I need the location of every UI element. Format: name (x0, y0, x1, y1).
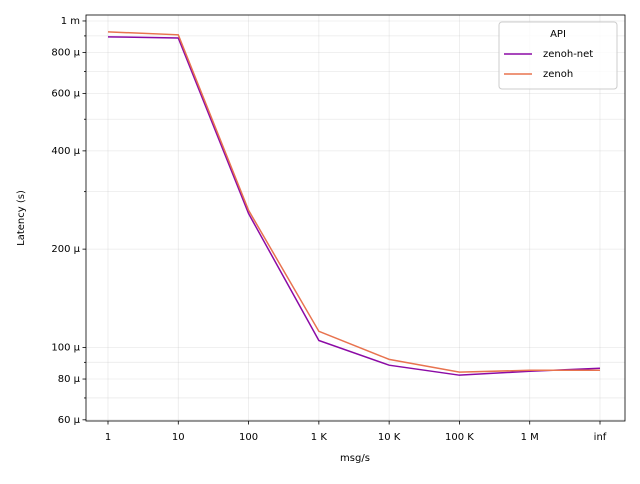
legend-box (498, 21, 618, 90)
y-axis-label: Latency (s) (16, 190, 27, 246)
y-tick-label: 1 m (61, 16, 80, 27)
y-tick-label: 600 µ (51, 88, 80, 99)
legend-title: API (550, 29, 566, 40)
y-tick-label: 60 µ (58, 415, 81, 426)
y-tick-label: 80 µ (58, 374, 81, 385)
x-tick-label: 100 K (445, 432, 474, 443)
y-tick-label: 800 µ (51, 48, 80, 59)
x-tick-label: 100 (239, 432, 258, 443)
legend-label: zenoh (543, 69, 573, 80)
line (107, 31, 600, 373)
x-tick-label: 10 (172, 432, 185, 443)
x-tick-label: 1 (105, 432, 111, 443)
x-tick-label: 1 M (521, 432, 539, 443)
x-tick-label: inf (594, 432, 607, 443)
plot-frame (85, 14, 626, 422)
line (107, 36, 601, 376)
x-axis-label: msg/s (340, 453, 370, 464)
y-tick-label: 200 µ (51, 244, 80, 255)
y-tick-label: 400 µ (51, 146, 80, 157)
legend-label: zenoh-net (543, 49, 593, 60)
y-tick-label: 100 µ (51, 342, 80, 353)
x-tick-label: 1 K (311, 432, 328, 443)
x-tick-label: 10 K (378, 432, 401, 443)
legend: API zenoh-net zenoh (498, 21, 618, 90)
